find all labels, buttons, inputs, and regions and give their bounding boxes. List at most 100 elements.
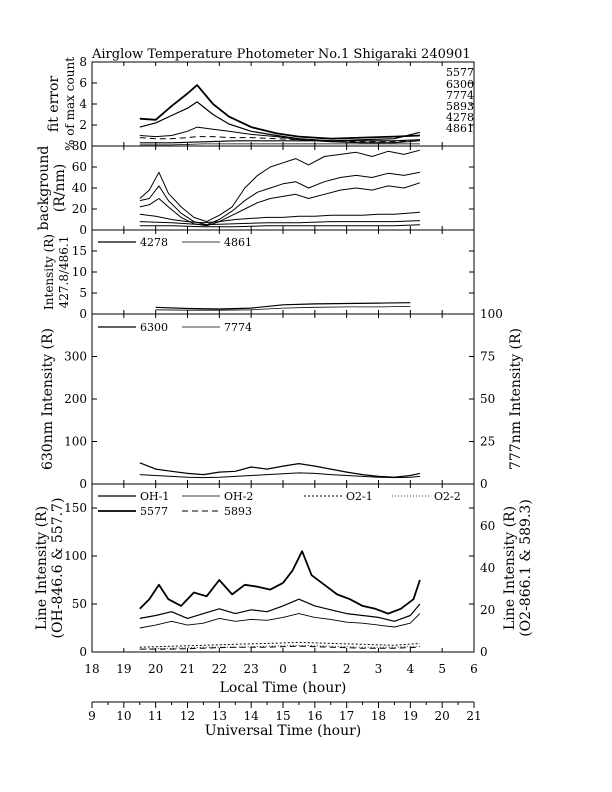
series-line-bg-1 [139, 149, 421, 223]
series-line-bg-2 [139, 171, 420, 226]
ut-tick-label: 13 [212, 709, 227, 723]
ytick-label: 0 [79, 645, 87, 659]
series-line-7774 [139, 126, 420, 144]
local-time-tick: 4 [407, 662, 415, 676]
legend-4278: 4278 [446, 111, 474, 124]
panel-line-intensity-ylabel2: (OH-846.6 & 557.7) [50, 498, 66, 639]
panel-line-intensity-ylabel-right2: (O2-866.1 & 589.3) [518, 499, 534, 637]
series-line-5893 [139, 136, 420, 143]
series-line-6300 [139, 101, 421, 142]
legend-6300: 6300 [446, 78, 474, 91]
local-time-tick: 2 [343, 662, 351, 676]
local-time-tick: 3 [375, 662, 383, 676]
panel-line-intensity-ylabel-right: Line Intensity (R) [502, 506, 518, 630]
panel-blue-lines-series [155, 302, 411, 311]
local-time-tick: 5 [438, 662, 446, 676]
panel-red-lines: 0 100 200 300 0 25 50 75 100 630nm Intensity (R)… [40, 307, 524, 491]
ut-tick-label: 12 [180, 709, 195, 723]
ytick-label: 8 [79, 55, 87, 69]
ut-tick-label: 16 [307, 709, 322, 723]
chart-title: Airglow Temperature Photometer No.1 Shig… [91, 47, 471, 62]
ytick-label: 40 [72, 181, 87, 195]
panel-red-lines-yticks: 0 100 200 300 0 25 50 75 100 [64, 307, 503, 491]
panel-line-intensity-yticks: 0 50 100 150 0 20 40 60 [64, 501, 495, 659]
ut-tick-label: 11 [148, 709, 163, 723]
legend-5893: 5893 [446, 100, 474, 113]
local-time-tick: 19 [116, 662, 131, 676]
local-time-tick: 23 [244, 662, 259, 676]
ytick-label: 200 [64, 392, 87, 406]
ut-tick-label: 19 [403, 709, 418, 723]
universal-time-label: Universal Time (hour) [205, 723, 362, 739]
ytick-label: 20 [72, 202, 87, 216]
ut-tick-label: 10 [116, 709, 131, 723]
series-line-bg-3 [139, 182, 421, 227]
panel-red-lines-ylabel-right: 777nm Intensity (R) [508, 328, 524, 470]
series-line-oh-2 [139, 613, 421, 629]
panel-background-yticks: 0 20 40 60 80 [72, 139, 474, 237]
ut-tick-label: 17 [339, 709, 354, 723]
legend-oh1-label: OH-1 [140, 490, 169, 503]
ytick-label: 5 [79, 286, 87, 300]
ytick-label-right: 60 [480, 519, 495, 533]
ytick-label-right: 75 [480, 350, 495, 364]
legend-5577: 5577 [446, 66, 474, 79]
panel-fit-error-ylabel2: % of max count [63, 57, 77, 151]
ytick-label: 0 [79, 477, 87, 491]
panel-fit-error-yticks: 0 2 4 6 8 [79, 55, 474, 153]
panel-red-lines-series [139, 462, 421, 479]
local-time-tick: 20 [148, 662, 163, 676]
panel-line-intensity: 0 50 100 150 0 20 40 60 Line Intensity (R) (OH-… [34, 483, 534, 659]
ytick-label: 50 [72, 597, 87, 611]
ytick-label-right: 20 [480, 603, 495, 617]
ut-tick-label: 15 [275, 709, 290, 723]
legend-4278-label: 4278 [140, 236, 168, 249]
ytick-label: 100 [64, 435, 87, 449]
local-time-tick: 0 [279, 662, 287, 676]
series-line-bg-4 [139, 211, 420, 224]
ytick-label: 80 [72, 139, 87, 153]
legend-oh2-label: OH-2 [224, 490, 253, 503]
legend-7774-label: 7774 [224, 321, 252, 334]
panel-fit-error-legend: 5577 6300 7774 5893 4278 4861 [446, 66, 474, 135]
panel-line-intensity-legend: OH-1 OH-2 O2-1 O2-2 5577 5893 [98, 490, 461, 518]
ytick-label: 150 [64, 501, 87, 515]
ytick-label: 60 [72, 160, 87, 174]
local-time-tick: 6 [470, 662, 478, 676]
panel-line-intensity-ylabel: Line Intensity (R) [34, 506, 50, 630]
panel-background-series [139, 149, 421, 228]
series-line-bg-6 [139, 224, 420, 228]
legend-4861-label: 4861 [224, 236, 252, 249]
panel-background: 0 20 40 60 80 background (R/nm) [36, 139, 475, 237]
local-time-tick: 22 [212, 662, 227, 676]
panel-line-intensity-series [139, 550, 421, 650]
ytick-label-right: 50 [480, 392, 495, 406]
legend-o21-label: O2-1 [346, 490, 373, 503]
local-time-axis: 18 19 20 21 22 23 0 1 2 3 4 5 6 [84, 62, 478, 676]
legend-5577-label: 5577 [140, 505, 168, 518]
ytick-label: 15 [72, 244, 87, 258]
series-line-7774 [139, 472, 420, 479]
ytick-label-right: 100 [480, 307, 503, 321]
ut-tick-label: 9 [88, 709, 96, 723]
ytick-label-right: 40 [480, 561, 495, 575]
ut-tick-label: 18 [371, 709, 386, 723]
panel-blue-lines-ylabel: Intensity (R) [42, 234, 56, 310]
panel-red-lines-legend: 6300 7774 [98, 321, 252, 334]
series-line-4861 [155, 306, 411, 311]
ytick-label: 4 [79, 97, 87, 111]
series-line-bg-5 [139, 220, 420, 226]
local-time-label: Local Time (hour) [220, 680, 347, 696]
panel-fit-error: 0 2 4 6 8 fit error % of max count 5577 6300… [46, 55, 475, 153]
series-line-4278 [155, 302, 411, 310]
panel-fit-error-series [139, 84, 421, 146]
ytick-label-right: 0 [480, 477, 488, 491]
legend-7774: 7774 [446, 89, 474, 102]
ytick-label: 2 [79, 118, 87, 132]
panel-blue-lines-yticks: 0 5 10 15 [72, 244, 474, 321]
panel-red-lines-ylabel: 630nm Intensity (R) [40, 328, 56, 470]
ytick-label: 0 [79, 307, 87, 321]
ut-tick-label: 14 [244, 709, 260, 723]
panel-red-lines-frame [91, 313, 475, 485]
